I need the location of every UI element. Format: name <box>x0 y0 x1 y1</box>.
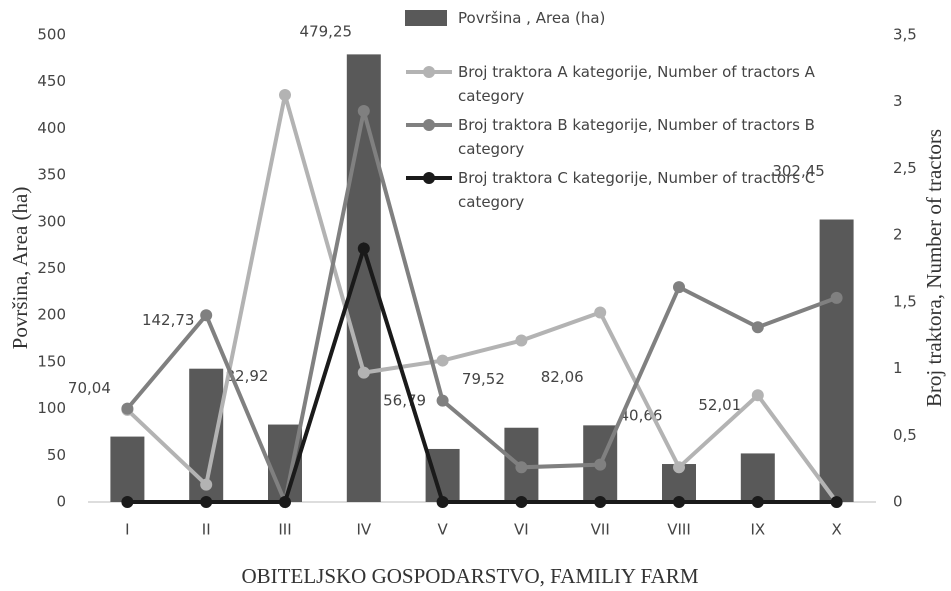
y2-tick-label: 3,5 <box>893 26 917 44</box>
point <box>357 242 370 255</box>
value-label: 70,04 <box>68 379 111 397</box>
legend-swatch <box>405 10 447 26</box>
line <box>125 110 838 509</box>
point <box>515 334 528 347</box>
legend-label: Broj traktora B kategorije, Number of tr… <box>458 116 815 158</box>
value-label: 82,06 <box>541 368 584 386</box>
x-tick-label: I <box>125 521 129 539</box>
x-tick-label: X <box>831 521 841 539</box>
point <box>594 496 607 508</box>
y-tick-label: 100 <box>37 399 66 417</box>
y-tick-label: 200 <box>37 306 66 324</box>
bar <box>425 448 460 502</box>
value-label: 79,52 <box>462 370 505 388</box>
y-tick-label: 300 <box>37 212 66 230</box>
point <box>673 461 685 474</box>
y-tick-label: 500 <box>37 26 66 44</box>
point <box>830 291 843 304</box>
point <box>515 461 528 474</box>
point <box>751 389 764 402</box>
line <box>126 94 839 504</box>
point <box>751 496 764 508</box>
x-tick-label: VI <box>514 521 529 539</box>
bar <box>819 219 854 502</box>
x-tick-label: V <box>437 521 448 539</box>
point <box>357 366 370 379</box>
legend-label: Broj traktora A kategorije, Number of tr… <box>458 63 815 105</box>
legend-label: Broj traktora C kategorije, Number of tr… <box>458 169 816 211</box>
line <box>127 241 837 504</box>
bar <box>346 54 381 503</box>
point <box>279 89 291 102</box>
bar <box>740 453 775 502</box>
value-label: 302,45 <box>772 162 825 180</box>
point <box>673 281 685 294</box>
y2-tick-label: 2 <box>893 226 903 244</box>
y2-tick-label: 1 <box>893 359 903 377</box>
point <box>279 496 291 508</box>
y2-tick-label: 1,5 <box>893 292 917 310</box>
y2-tick-label: 0,5 <box>893 426 917 444</box>
point <box>121 496 134 508</box>
y-tick-label: 0 <box>56 493 66 511</box>
y2-axis-title: Broj traktora, Number of tractors <box>922 129 946 407</box>
point <box>594 458 607 471</box>
x-tick-label: VII <box>591 521 610 539</box>
y-axis-title: Površina, Area (ha) <box>8 187 32 350</box>
legend-label: Površina , Area (ha) <box>458 9 606 27</box>
point <box>515 496 528 508</box>
point <box>436 394 449 407</box>
point <box>200 478 213 491</box>
y2-tick-label: 2,5 <box>893 159 917 177</box>
x-axis-title: OBITELJSKO GOSPODARSTVO, FAMILIY FARM <box>242 564 699 588</box>
point <box>594 306 607 319</box>
point <box>200 496 213 508</box>
point <box>436 354 449 367</box>
x-tick-label: III <box>278 521 291 539</box>
point <box>357 105 370 118</box>
point <box>121 402 134 415</box>
legend-marker <box>423 119 435 131</box>
x-tick-label: IV <box>356 521 371 539</box>
x-tick-label: IX <box>750 521 765 539</box>
y-tick-label: 150 <box>37 352 66 370</box>
point <box>436 496 449 508</box>
value-label: 142,73 <box>142 311 195 329</box>
y2-tick-label: 3 <box>893 92 903 110</box>
bar <box>110 436 145 502</box>
value-label: 56,79 <box>383 391 426 409</box>
y-tick-label: 350 <box>37 166 66 184</box>
legend-marker <box>423 172 435 184</box>
value-label: 82,92 <box>226 367 269 385</box>
value-label: 479,25 <box>300 23 353 41</box>
value-label: 52,01 <box>698 396 741 414</box>
y-tick-label: 400 <box>37 119 66 137</box>
point <box>830 496 843 508</box>
y-tick-label: 450 <box>37 72 66 90</box>
y-tick-label: 50 <box>47 446 66 464</box>
point <box>673 496 685 508</box>
point <box>200 309 213 322</box>
legend-marker <box>423 66 435 78</box>
x-tick-label: II <box>202 521 211 539</box>
x-tick-label: VIII <box>667 521 691 539</box>
point <box>751 321 764 334</box>
y-tick-label: 250 <box>37 259 66 277</box>
y2-tick-label: 0 <box>893 493 903 511</box>
